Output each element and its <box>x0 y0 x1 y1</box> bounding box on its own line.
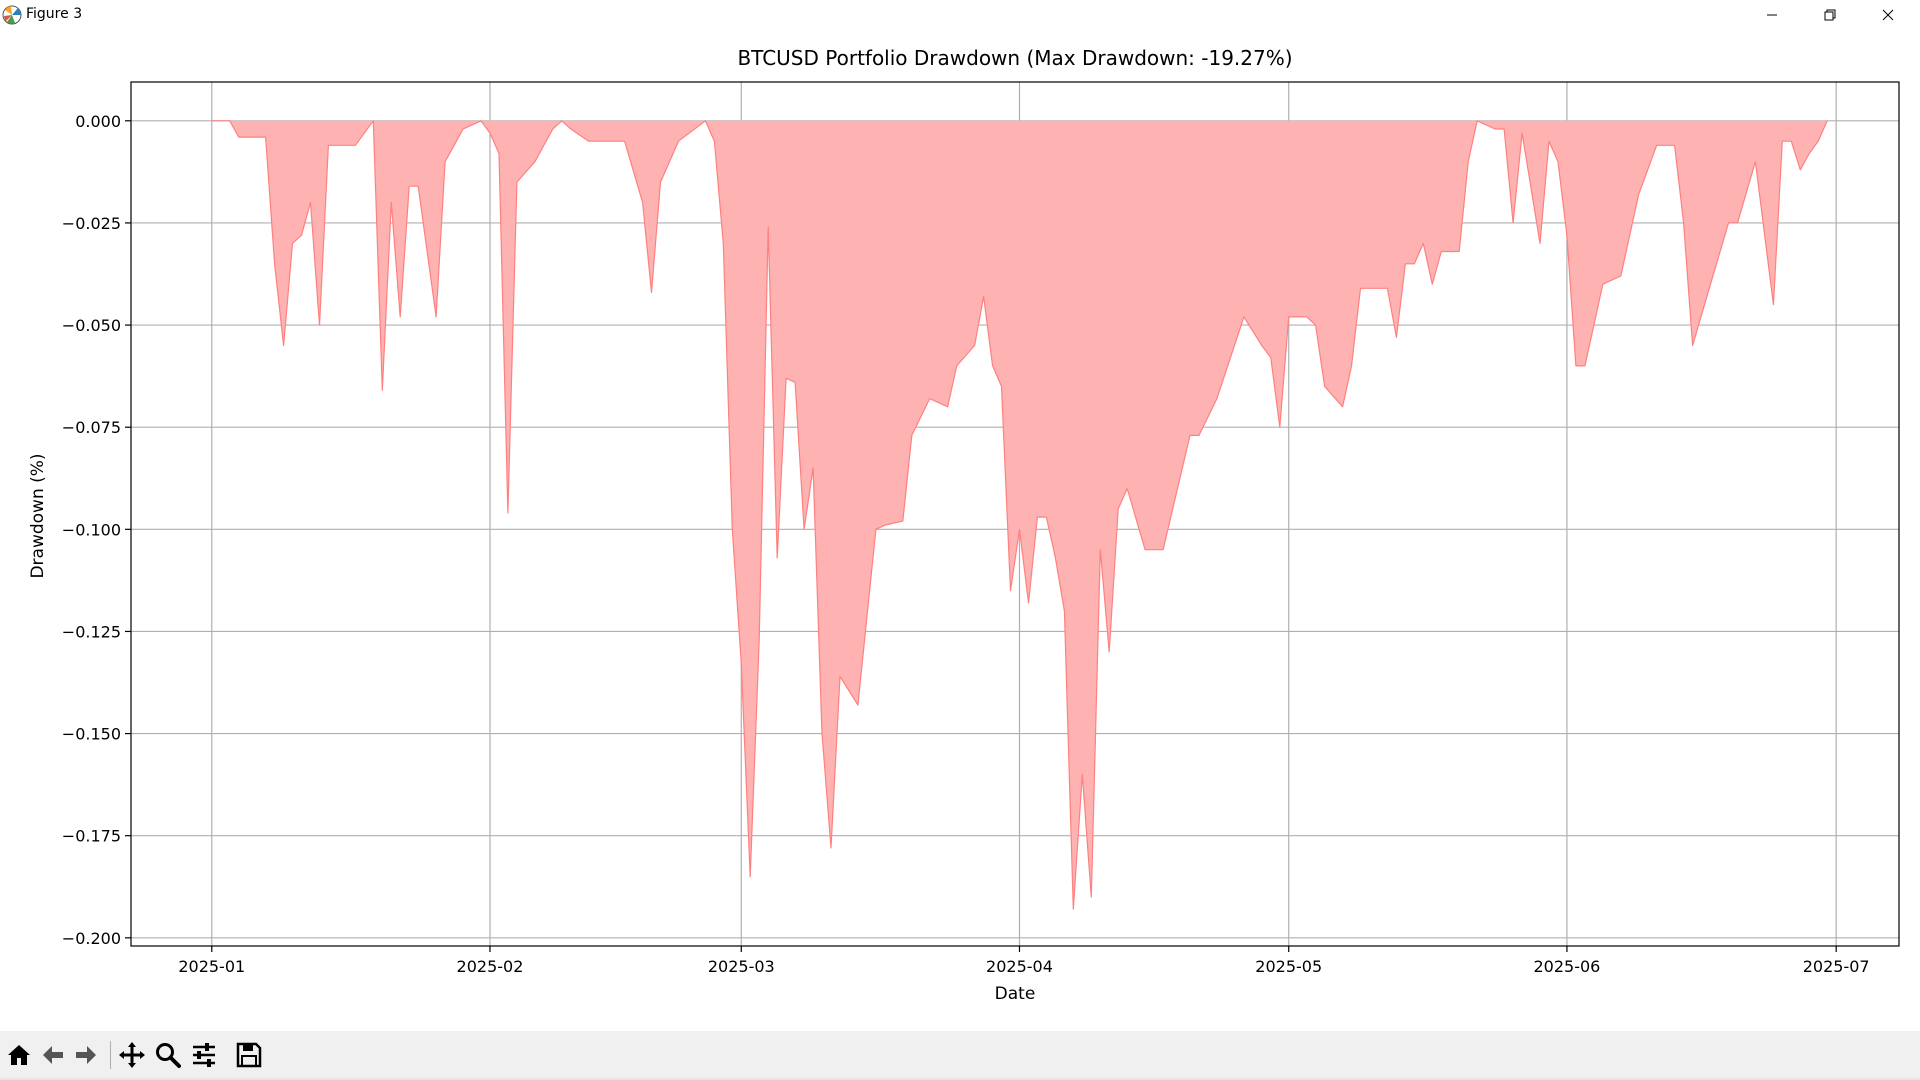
save-button[interactable] <box>234 1040 264 1070</box>
forward-icon <box>76 1046 96 1064</box>
toolbar-separator <box>110 1041 111 1069</box>
y-tick-label: −0.025 <box>62 214 121 233</box>
home-icon <box>8 1045 30 1065</box>
navigation-toolbar <box>0 1031 1920 1080</box>
x-tick-label: 2025-02 <box>457 957 524 976</box>
minimize-icon <box>1767 14 1777 16</box>
window-title: Figure 3 <box>26 6 83 22</box>
axes-frame <box>130 81 1900 947</box>
drawdown-line <box>211 120 1828 910</box>
drawdown-fill <box>211 120 1828 910</box>
save-icon <box>236 1042 262 1068</box>
y-axis-label: Drawdown (%) <box>28 453 48 578</box>
drawdown-chart: BTCUSD Portfolio Drawdown (Max Drawdown:… <box>28 46 1900 1004</box>
pan-button[interactable] <box>117 1040 147 1070</box>
y-tick-label: −0.150 <box>62 725 121 744</box>
minimize-button[interactable] <box>1743 0 1801 30</box>
zoom-button[interactable] <box>153 1040 183 1070</box>
status-strip <box>0 1078 1920 1080</box>
drawdown-area <box>211 120 1828 910</box>
y-tick-label: −0.075 <box>62 418 121 437</box>
x-tick-label: 2025-07 <box>1803 957 1870 976</box>
y-tick-label: −0.125 <box>62 622 121 641</box>
x-tick-label: 2025-04 <box>986 957 1053 976</box>
y-tick-label: −0.175 <box>62 827 121 846</box>
configure-subplots-icon <box>193 1043 215 1067</box>
x-tick-label: 2025-03 <box>708 957 775 976</box>
matplotlib-logo-icon <box>2 5 22 25</box>
back-icon <box>43 1046 63 1064</box>
x-axis-label: Date <box>995 984 1036 1004</box>
back-button[interactable] <box>38 1040 68 1070</box>
close-button[interactable] <box>1859 0 1917 30</box>
zoom-icon <box>156 1043 181 1068</box>
y-tick-label: 0.000 <box>75 112 121 131</box>
configure-subplots-button[interactable] <box>189 1040 219 1070</box>
x-tick-label: 2025-01 <box>178 957 245 976</box>
close-icon <box>1882 9 1894 21</box>
restore-icon <box>1824 9 1836 21</box>
home-button[interactable] <box>4 1040 34 1070</box>
x-tick-label: 2025-06 <box>1534 957 1601 976</box>
forward-button[interactable] <box>71 1040 101 1070</box>
x-tick-label: 2025-05 <box>1255 957 1322 976</box>
y-tick-label: −0.100 <box>62 520 121 539</box>
window-titlebar: Figure 3 <box>0 0 1920 30</box>
pan-icon <box>119 1042 145 1068</box>
axis-ticks: 2025-01 2025-02 2025-03 2025-04 2025-05 2025-… <box>62 112 1870 976</box>
y-tick-label: −0.200 <box>62 929 121 948</box>
restore-button[interactable] <box>1801 0 1859 30</box>
y-tick-label: −0.050 <box>62 316 121 335</box>
chart-title: BTCUSD Portfolio Drawdown (Max Drawdown:… <box>737 46 1292 70</box>
